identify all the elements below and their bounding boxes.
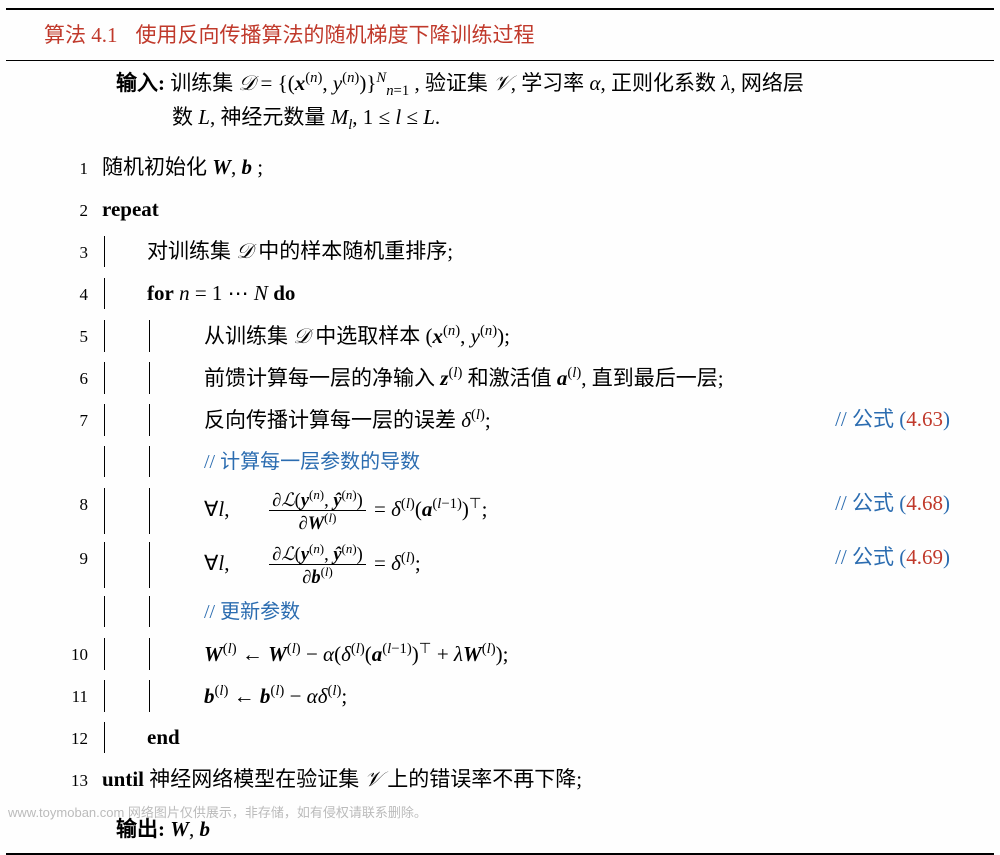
line-comment-2: // 更新参数 xyxy=(44,592,956,634)
algorithm-label: 算法 4.1 xyxy=(44,20,118,52)
line-comment-1: // 计算每一层参数的导数 xyxy=(44,442,956,484)
input-line-1: 输入: 训练集 𝒟 = {(x(n), y(n))}Nn=1 , 验证集 𝒱, … xyxy=(116,67,994,102)
line-4: 4 for n = 1 ⋯ N do xyxy=(44,274,956,316)
algorithm-body: 1 随机初始化 W, b ; 2 repeat 3 对训练集 𝒟 中的样本随机重… xyxy=(6,142,994,808)
line-5: 5 从训练集 𝒟 中选取样本 (x(n), y(n)); xyxy=(44,316,956,358)
input-block: 输入: 训练集 𝒟 = {(x(n), y(n))}Nn=1 , 验证集 𝒱, … xyxy=(6,61,994,142)
input-label: 输入: xyxy=(116,71,165,95)
line-number: 12 xyxy=(44,722,88,752)
line-10: 10 W(l) ← W(l) − α(δ(l)(a(l−1))⊤ + λW(l)… xyxy=(44,634,956,676)
line-1: 1 随机初始化 W, b ; xyxy=(44,148,956,190)
input-line-2: 数 L, 神经元数量 Ml, 1 ≤ l ≤ L. xyxy=(116,102,994,136)
line-number: 13 xyxy=(44,764,88,794)
formula-ref: // 公式 (4.69) xyxy=(835,542,956,574)
line-number: 5 xyxy=(44,320,88,350)
line-number: 4 xyxy=(44,278,88,308)
line-11: 11 b(l) ← b(l) − αδ(l); xyxy=(44,676,956,718)
line-8: 8 ∀l, ∂ℒ(y(n), ŷ(n)) ∂W(l) = δ(l)(a(l−1)… xyxy=(44,484,956,538)
line-number: 3 xyxy=(44,236,88,266)
line-2: 2 repeat xyxy=(44,190,956,232)
line-number: 10 xyxy=(44,638,88,668)
line-number: 2 xyxy=(44,194,88,224)
line-number: 8 xyxy=(44,488,88,518)
line-number: 1 xyxy=(44,152,88,182)
line-number: 11 xyxy=(44,680,88,710)
footer-watermark: www.toymoban.com 网络图片仅供展示，非存储，如有侵权请联系删除。 xyxy=(8,803,427,823)
line-6: 6 前馈计算每一层的净输入 z(l) 和激活值 a(l), 直到最后一层; xyxy=(44,358,956,400)
line-number: 6 xyxy=(44,362,88,392)
line-number: 9 xyxy=(44,542,88,572)
formula-ref: // 公式 (4.63) xyxy=(835,404,956,436)
line-12: 12 end xyxy=(44,718,956,760)
algorithm-title: 使用反向传播算法的随机梯度下降训练过程 xyxy=(136,20,535,52)
line-number: 7 xyxy=(44,404,88,434)
line-7: 7 反向传播计算每一层的误差 δ(l); // 公式 (4.63) xyxy=(44,400,956,442)
algorithm-block: 算法 4.1 使用反向传播算法的随机梯度下降训练过程 输入: 训练集 𝒟 = {… xyxy=(6,0,994,855)
line-13: 13 until 神经网络模型在验证集 𝒱 上的错误率不再下降; xyxy=(44,760,956,802)
line-9: 9 ∀l, ∂ℒ(y(n), ŷ(n)) ∂b(l) = δ(l); // 公式… xyxy=(44,538,956,592)
formula-ref: // 公式 (4.68) xyxy=(835,488,956,520)
title-row: 算法 4.1 使用反向传播算法的随机梯度下降训练过程 xyxy=(6,10,994,60)
line-3: 3 对训练集 𝒟 中的样本随机重排序; xyxy=(44,232,956,274)
